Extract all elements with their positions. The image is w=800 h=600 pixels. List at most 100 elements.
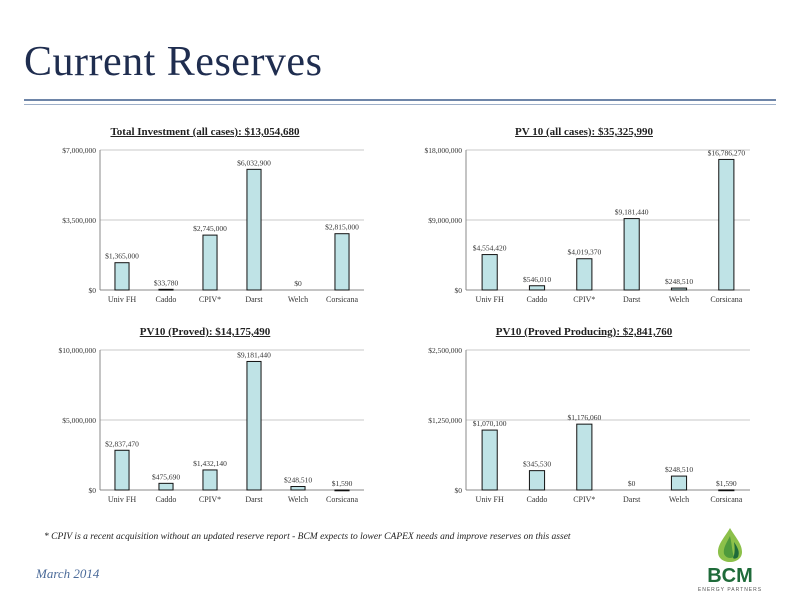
data-label: $33,780: [154, 278, 179, 287]
y-tick-label: $0: [455, 486, 463, 495]
data-label: $2,815,000: [325, 223, 359, 232]
y-tick-label: $7,000,000: [62, 146, 96, 155]
chart-title: Total Investment (all cases): $13,054,68…: [110, 126, 300, 138]
bar: [576, 423, 593, 491]
data-label: $0: [628, 479, 636, 488]
x-tick-label: Corsicana: [710, 495, 742, 504]
chart-svg: $0 $9,000,000 $18,000,000 $4,554,420 Univ FH…: [425, 146, 750, 304]
x-tick-label: Caddo: [527, 295, 548, 304]
bar: [246, 360, 262, 491]
data-label: $248,510: [665, 277, 693, 286]
x-tick-label: Corsicana: [326, 495, 358, 504]
y-tick-label: $0: [89, 286, 97, 295]
bar: [528, 470, 546, 491]
y-tick-label: $2,500,000: [428, 346, 462, 355]
data-label: $1,590: [716, 479, 737, 488]
bar: [114, 449, 130, 491]
chart-pv10-all-cases: PV 10 (all cases): $35,325,990 $0 $9,000,…: [414, 126, 754, 306]
bar: [481, 429, 498, 491]
data-label: $248,510: [665, 465, 693, 474]
chart-pv10-proved-producing: PV10 (Proved Producing): $2,841,760 $0 $1…: [414, 326, 754, 506]
bar: [246, 168, 262, 291]
y-tick-label: $18,000,000: [425, 146, 463, 155]
x-tick-label: Caddo: [156, 295, 177, 304]
chart-pv10-proved: PV10 (Proved): $14,175,490 $0 $5,000,000 $…: [40, 326, 370, 506]
x-tick-label: Darst: [245, 295, 263, 304]
chart-title: PV 10 (all cases): $35,325,990: [515, 126, 653, 138]
data-label: $9,181,440: [615, 208, 649, 217]
x-tick-label: Darst: [623, 295, 641, 304]
bar: [202, 469, 218, 491]
data-label: $475,690: [152, 472, 180, 481]
x-tick-label: Darst: [623, 495, 641, 504]
bar: [334, 489, 350, 492]
logo-text: BCM: [707, 565, 753, 587]
chart-title: PV10 (Proved Producing): $2,841,760: [495, 326, 673, 338]
droplet-leaf-icon: [718, 528, 742, 562]
slide-title: Current Reserves: [24, 39, 323, 85]
x-tick-label: Corsicana: [710, 295, 742, 304]
x-tick-label: Univ FH: [476, 295, 504, 304]
data-label: $2,837,470: [105, 439, 139, 448]
bar: [718, 158, 735, 291]
x-tick-label: Univ FH: [108, 495, 136, 504]
bar: [623, 218, 640, 291]
data-label: $0: [294, 279, 302, 288]
data-label: $6,032,900: [237, 158, 271, 167]
data-label: $546,010: [523, 275, 551, 284]
data-label: $2,745,000: [193, 224, 227, 233]
bar: [114, 262, 130, 291]
y-tick-label: $0: [89, 486, 97, 495]
bar: [158, 288, 174, 291]
chart-svg: $0 $3,500,000 $7,000,000 $1,365,000 Univ FH $…: [62, 146, 364, 304]
chart-svg: $0 $5,000,000 $10,000,000 $2,837,470 Univ FH…: [59, 346, 364, 504]
bar: [670, 475, 688, 491]
bar: [718, 489, 735, 492]
data-label: $1,432,140: [193, 459, 227, 468]
bar: [670, 287, 688, 291]
title-rule: [24, 99, 776, 101]
data-label: $248,510: [284, 476, 312, 485]
y-tick-label: $0: [455, 286, 463, 295]
x-tick-label: CPIV*: [199, 295, 221, 304]
x-tick-label: Welch: [288, 295, 308, 304]
y-tick-label: $9,000,000: [428, 216, 462, 225]
x-tick-label: Welch: [669, 495, 689, 504]
x-tick-label: Darst: [245, 495, 263, 504]
bar: [158, 482, 174, 491]
data-label: $9,181,440: [237, 350, 271, 359]
chart-total-investment: Total Investment (all cases): $13,054,68…: [40, 126, 370, 306]
bar: [290, 486, 306, 491]
bar: [481, 254, 498, 291]
chart-title: PV10 (Proved): $14,175,490: [139, 326, 271, 338]
x-tick-label: Univ FH: [108, 295, 136, 304]
x-tick-label: Welch: [669, 295, 689, 304]
data-label: $345,530: [523, 460, 551, 469]
logo-subtext: ENERGY PARTNERS: [698, 587, 762, 593]
chart-svg: $0 $1,250,000 $2,500,000 $1,070,100 Univ FH $…: [428, 346, 750, 504]
data-label: $1,176,060: [567, 413, 601, 422]
x-tick-label: Corsicana: [326, 295, 358, 304]
data-label: $1,365,000: [105, 252, 139, 261]
date-label: March 2014: [36, 566, 100, 581]
title-rule-secondary: [24, 104, 776, 105]
y-tick-label: $5,000,000: [62, 416, 96, 425]
bar: [202, 234, 218, 291]
y-tick-label: $1,250,000: [428, 416, 462, 425]
data-label: $1,070,100: [473, 419, 507, 428]
y-tick-label: $10,000,000: [59, 346, 97, 355]
x-tick-label: Univ FH: [476, 495, 504, 504]
x-tick-label: CPIV*: [573, 495, 595, 504]
footnote: * CPIV is a recent acquisition without a…: [44, 532, 571, 542]
bcm-logo: BCM ENERGY PARTNERS: [688, 524, 772, 594]
y-tick-label: $3,500,000: [62, 216, 96, 225]
bar: [576, 258, 593, 291]
bar: [334, 233, 350, 291]
data-label: $4,554,420: [473, 244, 507, 253]
bar: [528, 285, 546, 291]
data-label: $16,786,270: [708, 148, 746, 157]
x-tick-label: Caddo: [156, 495, 177, 504]
x-tick-label: CPIV*: [199, 495, 221, 504]
data-label: $4,019,370: [567, 248, 601, 257]
x-tick-label: Caddo: [527, 495, 548, 504]
